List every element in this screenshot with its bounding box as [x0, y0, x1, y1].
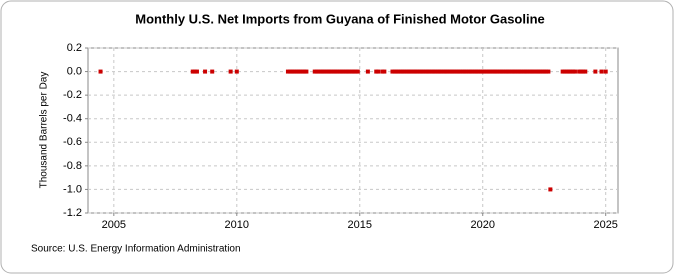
- data-point: [603, 69, 608, 74]
- data-point: [488, 69, 493, 74]
- data-point: [562, 69, 567, 74]
- data-point: [568, 69, 573, 74]
- y-tick-label: -0.2: [63, 89, 82, 101]
- data-point: [599, 69, 604, 74]
- y-tick-label: -0.6: [63, 136, 82, 148]
- data-point: [538, 69, 543, 74]
- data-point: [482, 69, 487, 74]
- data-point: [572, 69, 577, 74]
- data-point: [234, 69, 239, 74]
- data-point: [581, 69, 586, 74]
- data-point: [335, 69, 340, 74]
- data-point: [476, 69, 481, 74]
- data-point: [298, 69, 303, 74]
- data-point: [192, 69, 197, 74]
- data-point: [519, 69, 524, 74]
- y-axis-label: Thousand Barrels per Day: [39, 72, 50, 189]
- data-point: [451, 69, 456, 74]
- data-point: [470, 69, 475, 74]
- data-point: [285, 69, 290, 74]
- data-point: [458, 69, 463, 74]
- data-point: [531, 69, 536, 74]
- data-point: [304, 69, 309, 74]
- data-point: [427, 69, 432, 74]
- data-point: [390, 69, 395, 74]
- data-point: [355, 69, 360, 74]
- data-point: [501, 69, 506, 74]
- y-tick-label: 0.0: [67, 65, 82, 77]
- data-point: [445, 69, 450, 74]
- data-point: [365, 69, 370, 74]
- data-point: [316, 69, 321, 74]
- data-point: [583, 69, 588, 74]
- data-point: [402, 69, 407, 74]
- data-point: [341, 69, 346, 74]
- data-point: [507, 69, 512, 74]
- data-point: [513, 69, 518, 74]
- data-point: [194, 69, 199, 74]
- data-point: [210, 69, 215, 74]
- data-point: [292, 69, 297, 74]
- data-point: [494, 69, 499, 74]
- data-point: [548, 187, 553, 192]
- x-tick-label: 2020: [470, 219, 494, 231]
- data-point: [228, 69, 233, 74]
- data-point: [347, 69, 352, 74]
- y-tick-label: -0.8: [63, 160, 82, 172]
- data-point: [382, 69, 387, 74]
- y-tick-label: 0.2: [67, 42, 82, 54]
- data-point: [525, 69, 530, 74]
- data-point: [593, 69, 598, 74]
- data-point: [353, 69, 358, 74]
- data-point: [464, 69, 469, 74]
- chart-title: Monthly U.S. Net Imports from Guyana of …: [135, 11, 545, 26]
- y-tick-label: -1.0: [63, 183, 82, 195]
- source-note: Source: U.S. Energy Information Administ…: [31, 244, 241, 255]
- data-point: [439, 69, 444, 74]
- x-tick-label: 2005: [102, 219, 126, 231]
- data-point: [544, 69, 549, 74]
- data-point: [328, 69, 333, 74]
- data-point: [421, 69, 426, 74]
- data-point: [396, 69, 401, 74]
- y-tick-label: -0.4: [63, 113, 82, 125]
- x-tick-label: 2015: [348, 219, 372, 231]
- data-point: [376, 69, 381, 74]
- x-tick-label: 2025: [593, 219, 617, 231]
- data-point: [433, 69, 438, 74]
- x-tick-label: 2010: [225, 219, 249, 231]
- data-point: [322, 69, 327, 74]
- data-point: [546, 69, 551, 74]
- data-point: [98, 69, 103, 74]
- data-point: [203, 69, 208, 74]
- data-point: [408, 69, 413, 74]
- data-point: [415, 69, 420, 74]
- y-tick-label: -1.2: [63, 207, 82, 219]
